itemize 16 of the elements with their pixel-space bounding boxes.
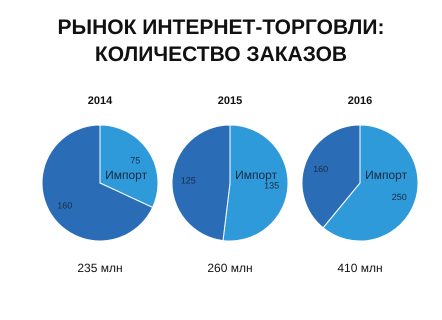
data-label: 135 (264, 180, 280, 191)
chart-title: 2015 (218, 95, 242, 107)
text: 235 млн (77, 261, 123, 275)
data-label: 160 (57, 200, 72, 210)
chart-title: 2014 (88, 95, 114, 107)
slice-label: Импорт (365, 168, 408, 182)
data-label: 250 (392, 192, 407, 202)
text: 410 млн (337, 261, 383, 275)
data-label: 160 (313, 164, 328, 174)
slice-label: Импорт (235, 168, 278, 182)
slice-label: Импорт (105, 168, 148, 182)
data-label: 125 (180, 175, 196, 186)
chart-title: 2016 (348, 95, 372, 107)
data-label: 75 (130, 156, 140, 166)
text: 260 млн (207, 261, 253, 275)
text: РЫНОК ИНТЕРНЕТ-ТОРГОВЛИ: КОЛИЧЕСТВО ЗАКАЗОВ (58, 16, 384, 66)
